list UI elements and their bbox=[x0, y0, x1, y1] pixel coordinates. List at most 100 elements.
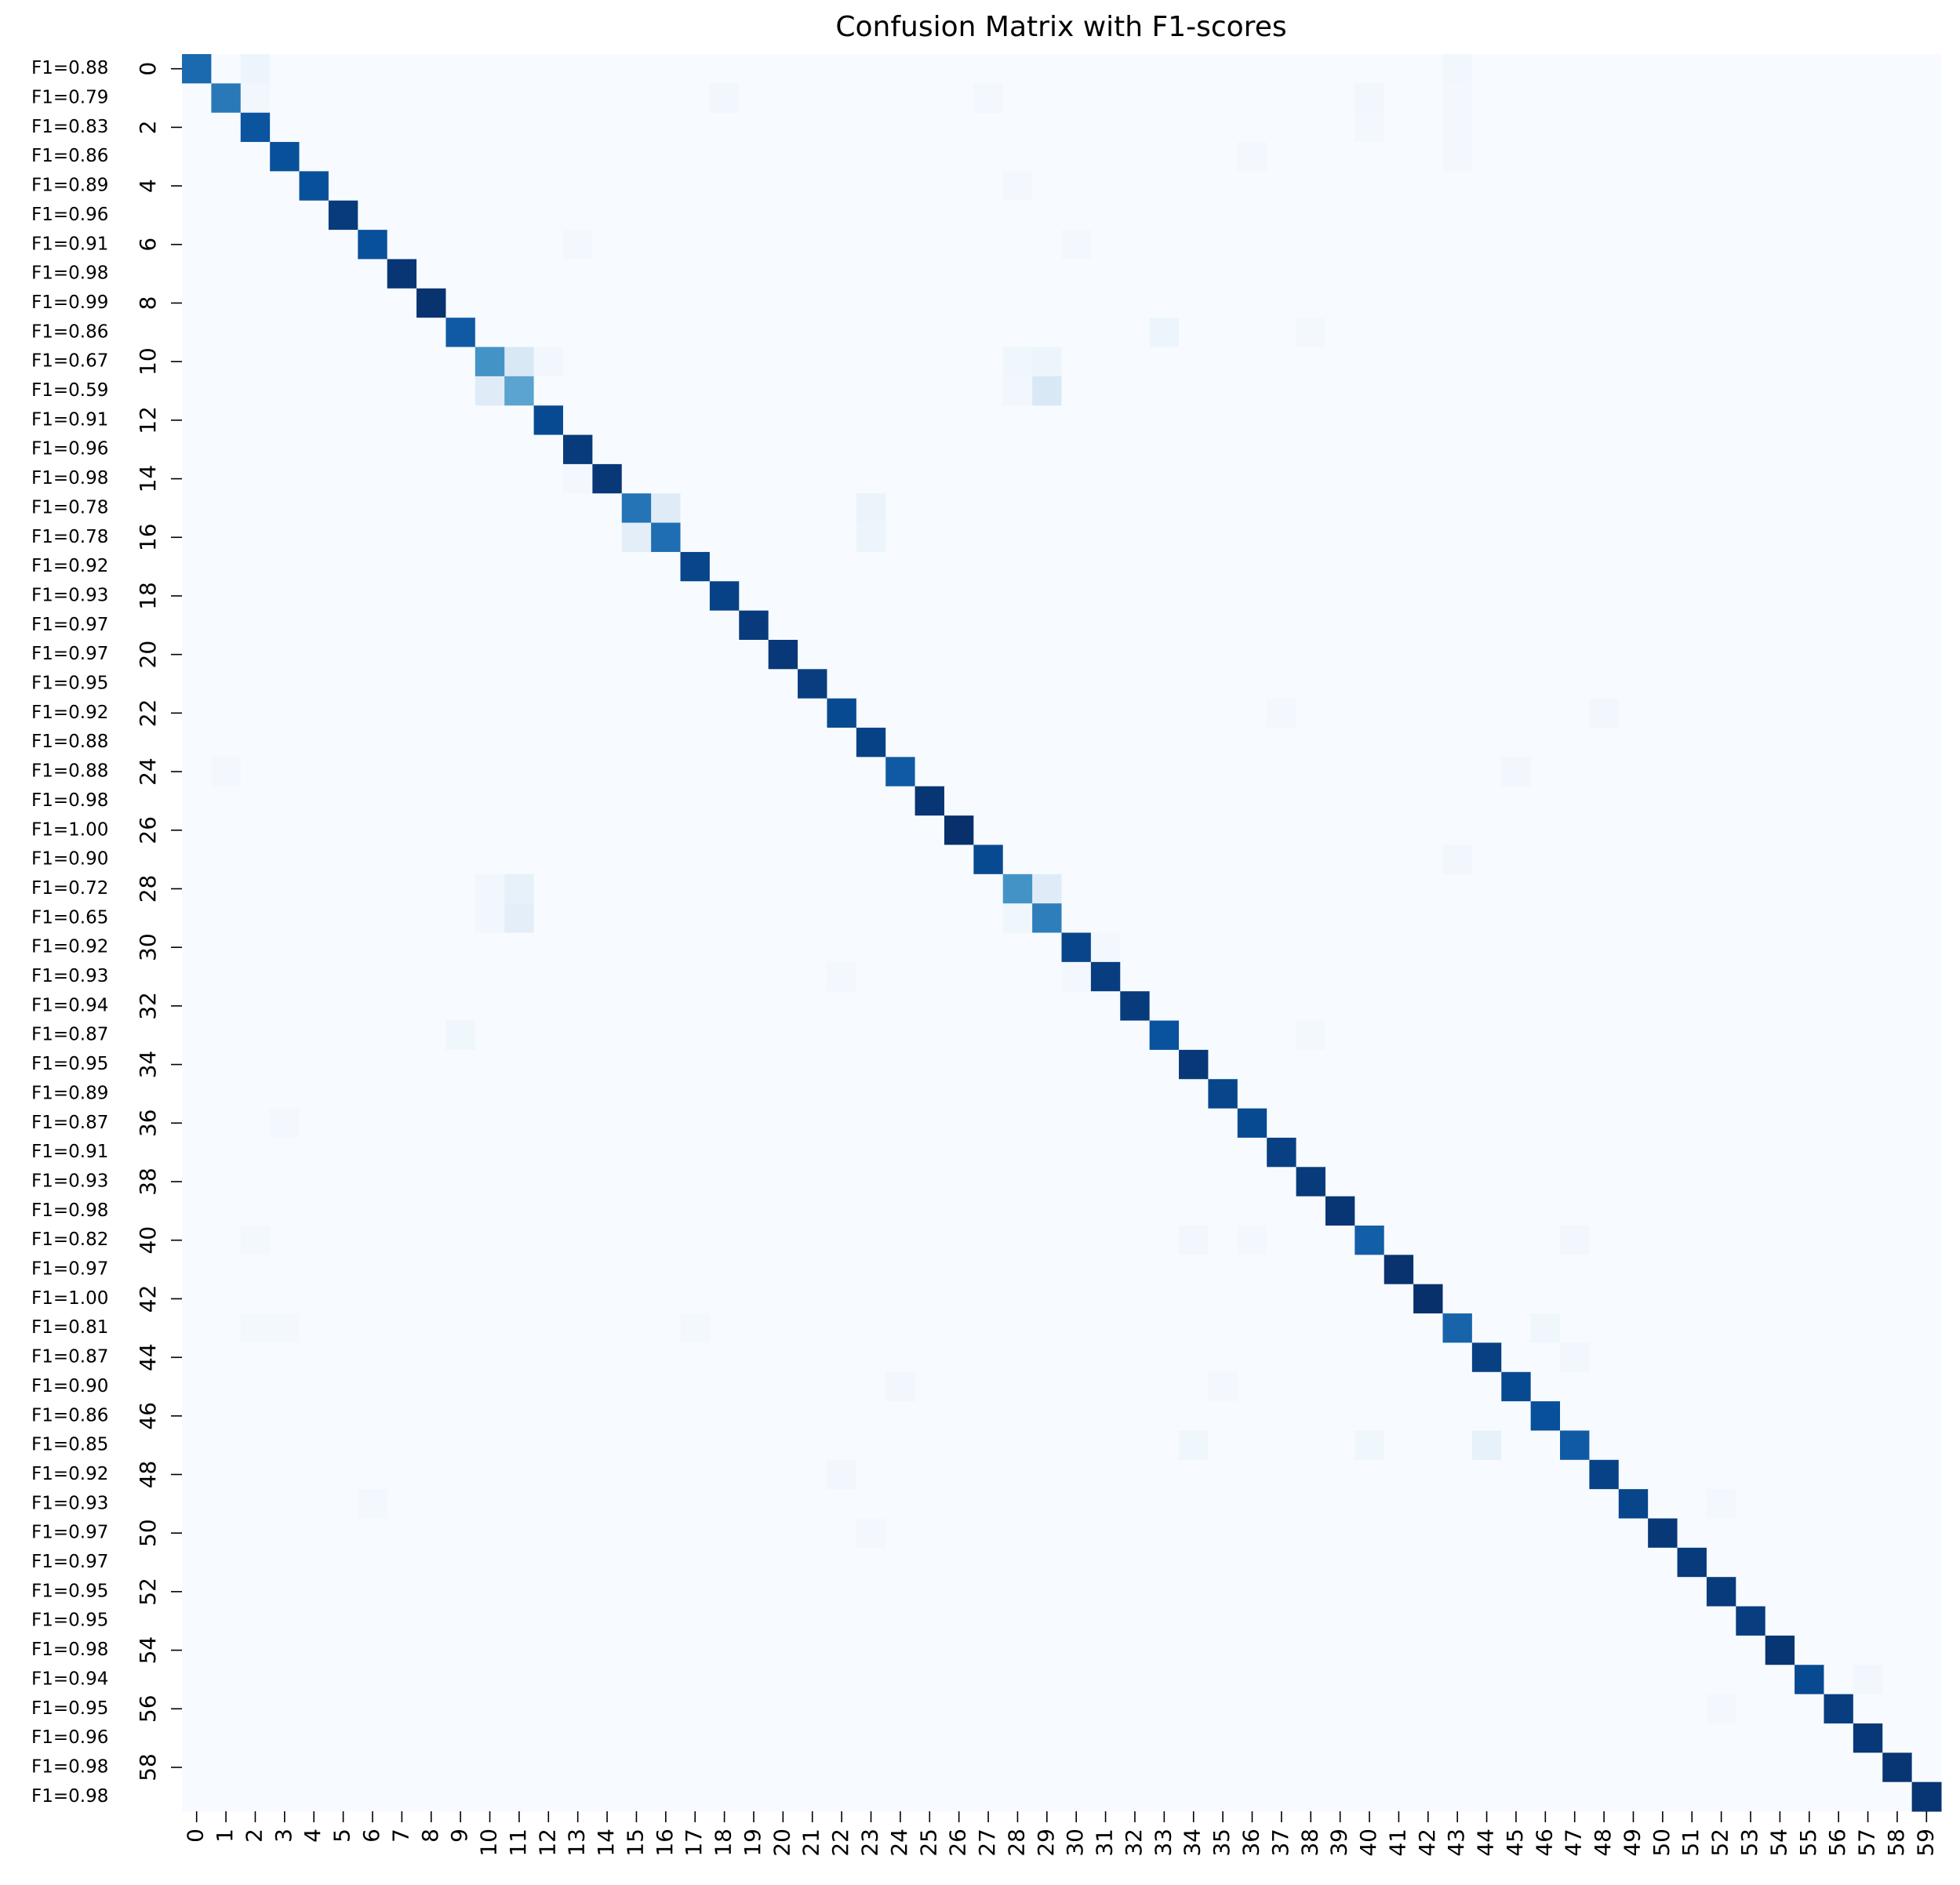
cell bbox=[1267, 493, 1297, 524]
cell bbox=[651, 551, 682, 582]
cell bbox=[1471, 83, 1502, 114]
cell bbox=[1090, 1489, 1121, 1519]
cell bbox=[885, 1518, 916, 1549]
cell bbox=[915, 991, 945, 1022]
cell bbox=[533, 757, 564, 787]
cell bbox=[1824, 318, 1854, 347]
cell bbox=[1853, 903, 1883, 933]
cell bbox=[1442, 318, 1473, 347]
cell bbox=[1296, 1752, 1326, 1783]
cell bbox=[1560, 1723, 1590, 1753]
cell bbox=[1325, 903, 1355, 933]
cell bbox=[973, 171, 1004, 202]
cell bbox=[1736, 1371, 1766, 1402]
x-tick-label: 43 bbox=[1443, 1829, 1469, 1857]
cell bbox=[387, 405, 417, 436]
row-label: F1=0.88 bbox=[31, 761, 108, 782]
cell bbox=[1648, 1665, 1678, 1695]
cell bbox=[1032, 1342, 1062, 1373]
cell bbox=[827, 932, 857, 963]
x-tick-label: 6 bbox=[358, 1829, 384, 1843]
cell bbox=[915, 230, 945, 260]
cell bbox=[416, 698, 446, 728]
x-tick-label: 48 bbox=[1590, 1829, 1616, 1857]
cell bbox=[1120, 1547, 1151, 1578]
cell bbox=[827, 376, 857, 406]
cell bbox=[1442, 961, 1473, 992]
cell bbox=[562, 1371, 593, 1402]
cell bbox=[1413, 1430, 1443, 1461]
cell bbox=[1589, 522, 1620, 553]
cell bbox=[592, 54, 623, 84]
cell bbox=[1501, 757, 1532, 787]
cell bbox=[1853, 1255, 1883, 1285]
cell bbox=[739, 873, 769, 904]
x-tick-label: 38 bbox=[1296, 1829, 1322, 1857]
cell bbox=[1120, 1459, 1151, 1490]
cell bbox=[1325, 230, 1355, 260]
cell bbox=[1795, 1049, 1824, 1080]
cell bbox=[416, 1371, 446, 1402]
cell bbox=[1911, 669, 1942, 699]
cell bbox=[387, 991, 417, 1022]
cell bbox=[1267, 640, 1297, 670]
cell bbox=[1765, 463, 1795, 494]
cell bbox=[504, 581, 535, 612]
cell bbox=[1179, 728, 1209, 757]
cell bbox=[1648, 1284, 1678, 1314]
cell bbox=[1560, 1401, 1590, 1431]
cell bbox=[1032, 844, 1062, 875]
cell bbox=[1296, 1430, 1326, 1461]
cell bbox=[562, 1020, 593, 1051]
cell bbox=[856, 1547, 886, 1578]
cell bbox=[1267, 318, 1297, 347]
cell bbox=[1560, 1489, 1590, 1519]
cell bbox=[944, 1665, 974, 1695]
cell bbox=[1442, 1723, 1473, 1753]
cell bbox=[709, 1518, 740, 1549]
cell bbox=[798, 1781, 827, 1812]
cell bbox=[1911, 1167, 1942, 1197]
cell bbox=[1090, 815, 1121, 845]
cell bbox=[1677, 1371, 1707, 1402]
cell bbox=[1237, 112, 1267, 143]
cell bbox=[445, 1196, 476, 1226]
cell bbox=[475, 1547, 505, 1578]
cell bbox=[1296, 1665, 1326, 1695]
cell bbox=[1237, 405, 1267, 436]
cell bbox=[885, 405, 916, 436]
cell bbox=[1325, 288, 1355, 318]
cell bbox=[1296, 1547, 1326, 1578]
cell bbox=[1560, 1430, 1590, 1461]
cell bbox=[1706, 200, 1736, 231]
cell bbox=[1267, 1752, 1297, 1783]
cell bbox=[1706, 1371, 1736, 1402]
y-tick-label: 2 bbox=[135, 120, 161, 134]
cell bbox=[445, 1518, 476, 1549]
cell bbox=[1442, 1020, 1473, 1051]
cell bbox=[856, 1577, 886, 1607]
cell bbox=[270, 112, 300, 143]
cell bbox=[240, 493, 271, 524]
cell bbox=[1618, 1020, 1649, 1051]
cell bbox=[562, 1401, 593, 1431]
cell bbox=[739, 1079, 769, 1110]
cell bbox=[1589, 640, 1620, 670]
cell bbox=[827, 815, 857, 845]
cell bbox=[1032, 1635, 1062, 1665]
cell bbox=[1442, 669, 1473, 699]
cell bbox=[915, 640, 945, 670]
cell bbox=[1853, 1401, 1883, 1431]
cell bbox=[592, 844, 623, 875]
cell bbox=[1237, 434, 1267, 465]
cell bbox=[1149, 1694, 1180, 1724]
cell bbox=[1677, 200, 1707, 231]
cell bbox=[358, 112, 388, 143]
cell bbox=[1795, 1196, 1824, 1226]
y-tick-label: 28 bbox=[135, 875, 161, 903]
cell bbox=[533, 54, 564, 84]
cell bbox=[1471, 1577, 1502, 1607]
cell bbox=[358, 1284, 388, 1314]
cell bbox=[709, 669, 740, 699]
cell bbox=[651, 1167, 682, 1197]
